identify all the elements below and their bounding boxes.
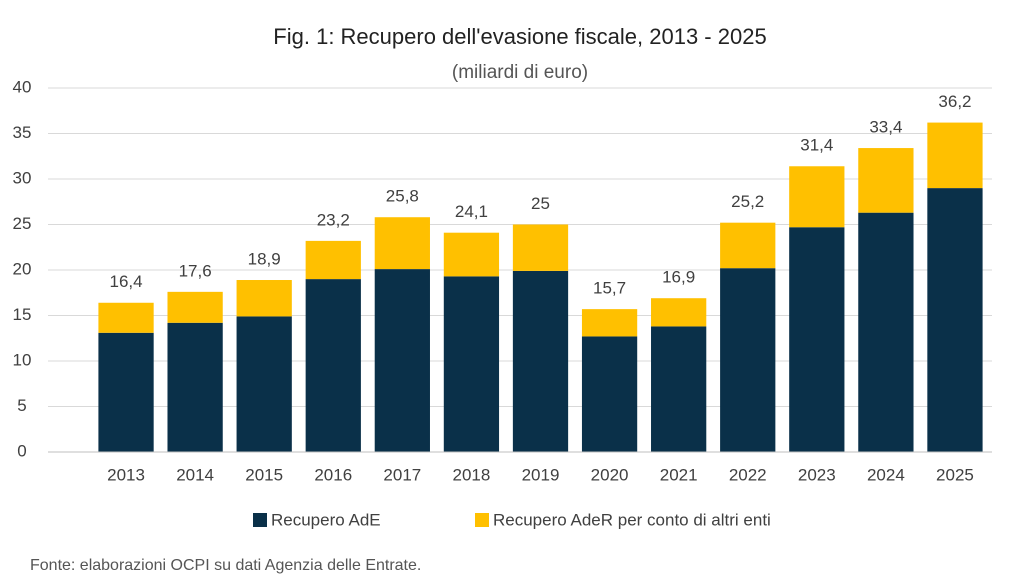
y-tick-label: 35 (13, 123, 32, 142)
total-label: 36,2 (938, 92, 971, 111)
bar-segment (651, 298, 707, 327)
x-tick-label: 2017 (383, 465, 421, 484)
y-tick-label: 15 (13, 305, 32, 324)
total-label: 25 (531, 194, 550, 213)
total-label: 33,4 (869, 118, 902, 137)
bar-segment (581, 336, 638, 452)
bar-segment (720, 222, 776, 269)
x-tick-label: 2020 (591, 465, 629, 484)
x-tick-label: 2024 (867, 465, 905, 484)
x-tick-label: 2014 (176, 465, 214, 484)
bar-segment (512, 270, 569, 452)
bar-segment (789, 227, 845, 452)
bar-segment (858, 212, 914, 452)
bar-segment (927, 188, 983, 452)
bar-segment (236, 280, 292, 317)
y-tick-label: 30 (13, 168, 32, 187)
bar-segment (305, 240, 361, 280)
bar-segment (512, 224, 569, 271)
bar-segment (167, 291, 223, 323)
bar-segment (374, 269, 430, 452)
x-tick-label: 2018 (453, 465, 491, 484)
total-label: 25,2 (731, 192, 764, 211)
bar-segment (443, 232, 500, 277)
y-tick-label: 20 (13, 259, 32, 278)
bar-segment (374, 217, 430, 270)
total-label: 17,6 (179, 261, 212, 280)
x-tick-label: 2013 (107, 465, 145, 484)
legend-label: Recupero AdE (271, 510, 381, 529)
legend-swatch (253, 513, 267, 527)
x-tick-label: 2022 (729, 465, 767, 484)
x-tick-label: 2021 (660, 465, 698, 484)
x-tick-label: 2025 (936, 465, 974, 484)
total-label: 24,1 (455, 202, 488, 221)
total-label: 15,7 (593, 279, 626, 298)
bar-segment (720, 268, 776, 452)
chart-subtitle: (miliardi di euro) (452, 62, 588, 83)
bar-segment (927, 122, 983, 189)
total-label: 25,8 (386, 187, 419, 206)
bar-segment (98, 302, 154, 333)
y-tick-label: 25 (13, 214, 32, 233)
bar-segment (305, 279, 361, 452)
bar-segment (789, 166, 845, 228)
total-label: 31,4 (800, 136, 833, 155)
bar-segment (98, 332, 154, 452)
x-tick-label: 2023 (798, 465, 836, 484)
y-tick-label: 5 (17, 396, 26, 415)
y-tick-label: 10 (13, 350, 32, 369)
total-label: 23,2 (317, 210, 350, 229)
bar-segment (581, 309, 638, 337)
chart-title: Fig. 1: Recupero dell'evasione fiscale, … (273, 24, 766, 49)
bar-segment (651, 326, 707, 452)
y-tick-label: 0 (17, 441, 26, 460)
source-note: Fonte: elaborazioni OCPI su dati Agenzia… (30, 557, 421, 574)
bar-segment (443, 276, 500, 452)
bar-segment (858, 148, 914, 213)
x-tick-label: 2019 (522, 465, 560, 484)
total-label: 16,4 (109, 272, 142, 291)
total-label: 16,9 (662, 268, 695, 287)
x-tick-label: 2015 (245, 465, 283, 484)
bar-segment (167, 322, 223, 452)
legend-swatch (475, 513, 489, 527)
x-tick-label: 2016 (314, 465, 352, 484)
total-label: 18,9 (248, 249, 281, 268)
y-tick-label: 40 (13, 77, 32, 96)
legend-label: Recupero AdeR per conto di altri enti (493, 510, 771, 529)
bar-segment (236, 316, 292, 452)
